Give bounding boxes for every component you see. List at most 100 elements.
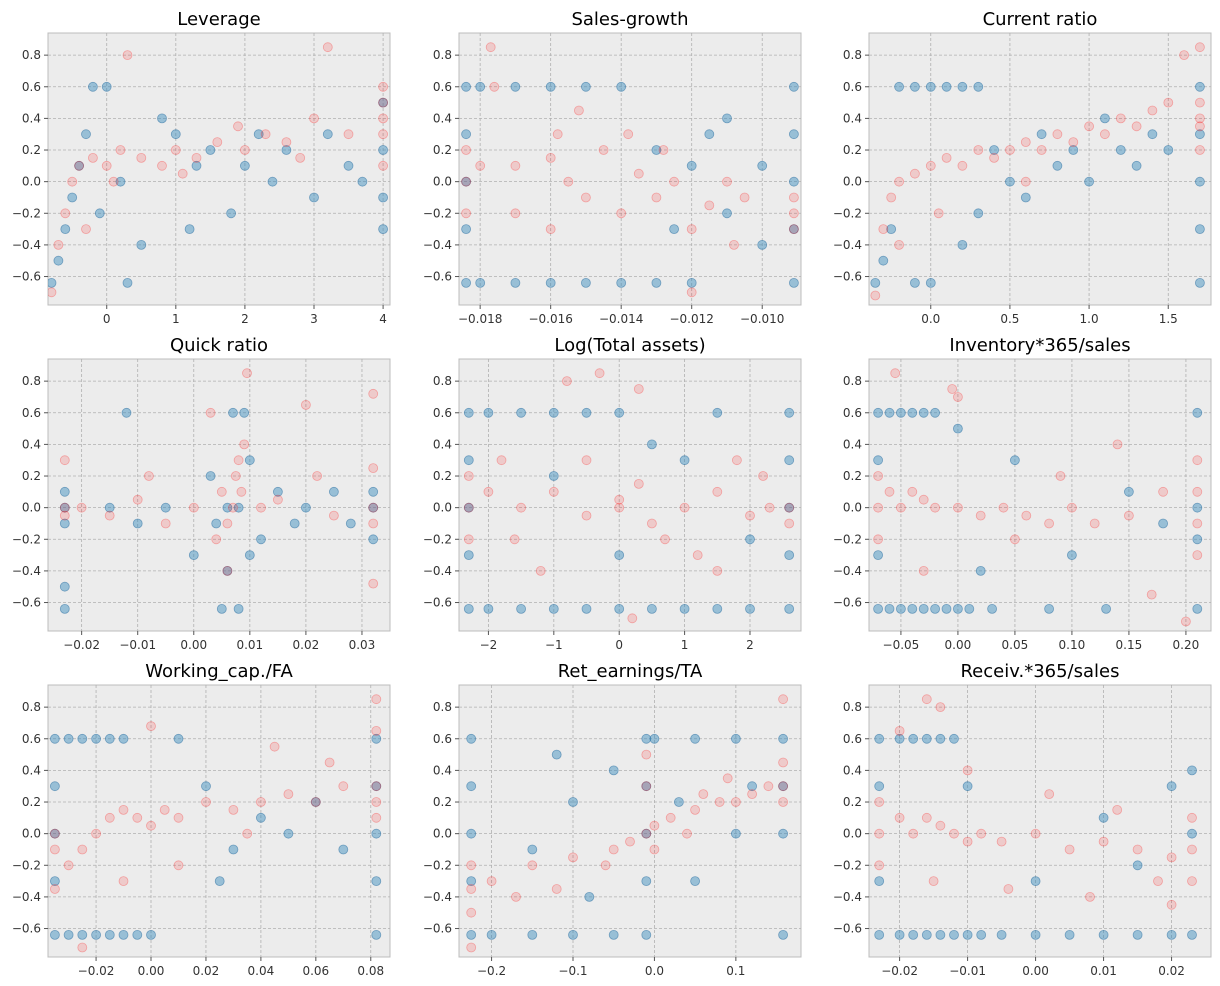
scatter-point (896, 407, 906, 418)
y-tick-label: −0.4 (423, 890, 452, 904)
scatter-point (873, 604, 883, 614)
scatter-point (233, 455, 244, 466)
scatter-point (510, 208, 521, 219)
scatter-point (921, 930, 932, 940)
x-tick-label: 0.10 (1059, 638, 1086, 652)
scatter-point (310, 797, 321, 807)
scatter-point (996, 836, 1007, 847)
y-tick-label: −0.2 (423, 858, 452, 872)
scatter-point (987, 604, 997, 614)
scatter-point (378, 81, 389, 92)
scatter-point (1036, 145, 1047, 155)
scatter-point (784, 502, 795, 513)
scatter-point (50, 930, 60, 940)
scatter-point (608, 930, 619, 940)
scatter-point (614, 502, 625, 513)
scatter-point (1195, 121, 1205, 132)
scatter-point (300, 502, 311, 513)
subplot-title: Leverage (177, 9, 260, 30)
scatter-point (789, 208, 799, 219)
scatter-point (461, 176, 472, 187)
scatter-point (1192, 407, 1203, 418)
scatter-point (1132, 930, 1143, 940)
scatter-point (757, 160, 768, 171)
scatter-point (94, 208, 105, 219)
scatter-point (463, 502, 474, 513)
scatter-point (870, 290, 881, 301)
x-tick-label: 3 (310, 312, 318, 326)
scatter-point (957, 81, 968, 92)
scatter-point (989, 152, 999, 163)
subplot-0: 0 1 2 3 4 −0.6 −0.4 −0.2 0.0 0.2 0.4 0.6 0.8 Leverage (12, 9, 391, 326)
y-tick-label: 0.4 (433, 437, 452, 451)
scatter-point (463, 534, 474, 545)
scatter-point (136, 152, 147, 163)
scatter-point (371, 876, 382, 886)
scatter-point (731, 733, 741, 744)
y-tick-label: −0.2 (423, 532, 452, 546)
plot-area (47, 32, 391, 306)
scatter-point (669, 224, 679, 235)
scatter-point (510, 277, 521, 288)
scatter-point (205, 471, 216, 481)
scatter-point (649, 844, 660, 855)
scatter-point (1166, 852, 1177, 863)
y-tick-label: 0.4 (843, 111, 862, 125)
scatter-point (173, 733, 184, 744)
scatter-point (378, 129, 389, 140)
scatter-point (1195, 224, 1205, 235)
scatter-point (778, 797, 788, 807)
scatter-point (584, 892, 595, 902)
scatter-point (878, 224, 889, 235)
scatter-point (1030, 828, 1041, 839)
x-tick-label: 0.0 (921, 312, 940, 326)
scatter-point (789, 224, 799, 235)
scatter-point (962, 930, 973, 940)
scatter-point (704, 200, 715, 211)
scatter-point (239, 145, 250, 155)
scatter-points (50, 694, 382, 953)
scatter-point (712, 486, 723, 497)
scatter-point (1115, 113, 1126, 124)
scatter-point (1166, 930, 1177, 940)
scatter-point (283, 789, 294, 799)
scatter-point (527, 844, 538, 855)
scatter-point (886, 224, 897, 235)
x-tick-label: 0.15 (1116, 638, 1143, 652)
scatter-point (322, 42, 333, 53)
scatter-point (160, 518, 171, 529)
scatter-point (104, 502, 115, 513)
scatter-point (1098, 930, 1109, 940)
scatter-point (614, 407, 625, 418)
scatter-point (461, 145, 472, 155)
scatter-point (1010, 455, 1020, 466)
scatter-point (732, 455, 742, 466)
scatter-point (104, 930, 115, 940)
scatter-point (616, 208, 627, 219)
scatter-point (925, 277, 936, 288)
scatter-point (338, 844, 349, 855)
scatter-point (996, 930, 1007, 940)
scatter-point (669, 176, 679, 187)
x-tick-label: 0.00 (1022, 964, 1049, 978)
y-tick-label: −0.2 (12, 858, 41, 872)
scatter-point (108, 176, 119, 187)
scatter-point (1020, 137, 1031, 148)
scatter-point (614, 604, 625, 614)
scatter-point (758, 471, 768, 481)
x-tick-label: 1 (172, 312, 180, 326)
subplot-title: Ret_earnings/TA (558, 661, 703, 682)
scatter-point (177, 168, 188, 179)
scatter-point (77, 844, 88, 855)
scatter-point (690, 733, 700, 744)
scatter-point (338, 781, 349, 792)
subplot-2: 0.0 0.5 1.0 1.5 −0.6 −0.4 −0.2 0.0 0.2 0.4 0.6 0.8 C… (833, 9, 1212, 326)
subplot-8: −0.02 −0.01 0.00 0.01 0.02 −0.6 −0.4 −0.2 0.0 0.2… (833, 661, 1212, 978)
scatter-points (461, 42, 799, 298)
scatter-point (236, 486, 247, 497)
plot-area (868, 684, 1212, 958)
scatter-point (312, 471, 323, 481)
subplot-1: −0.018 −0.016 −0.014 −0.012 −0.010 −0.6 −0.4 −0… (423, 9, 802, 326)
scatter-point (568, 852, 578, 863)
scatter-point (50, 844, 60, 855)
